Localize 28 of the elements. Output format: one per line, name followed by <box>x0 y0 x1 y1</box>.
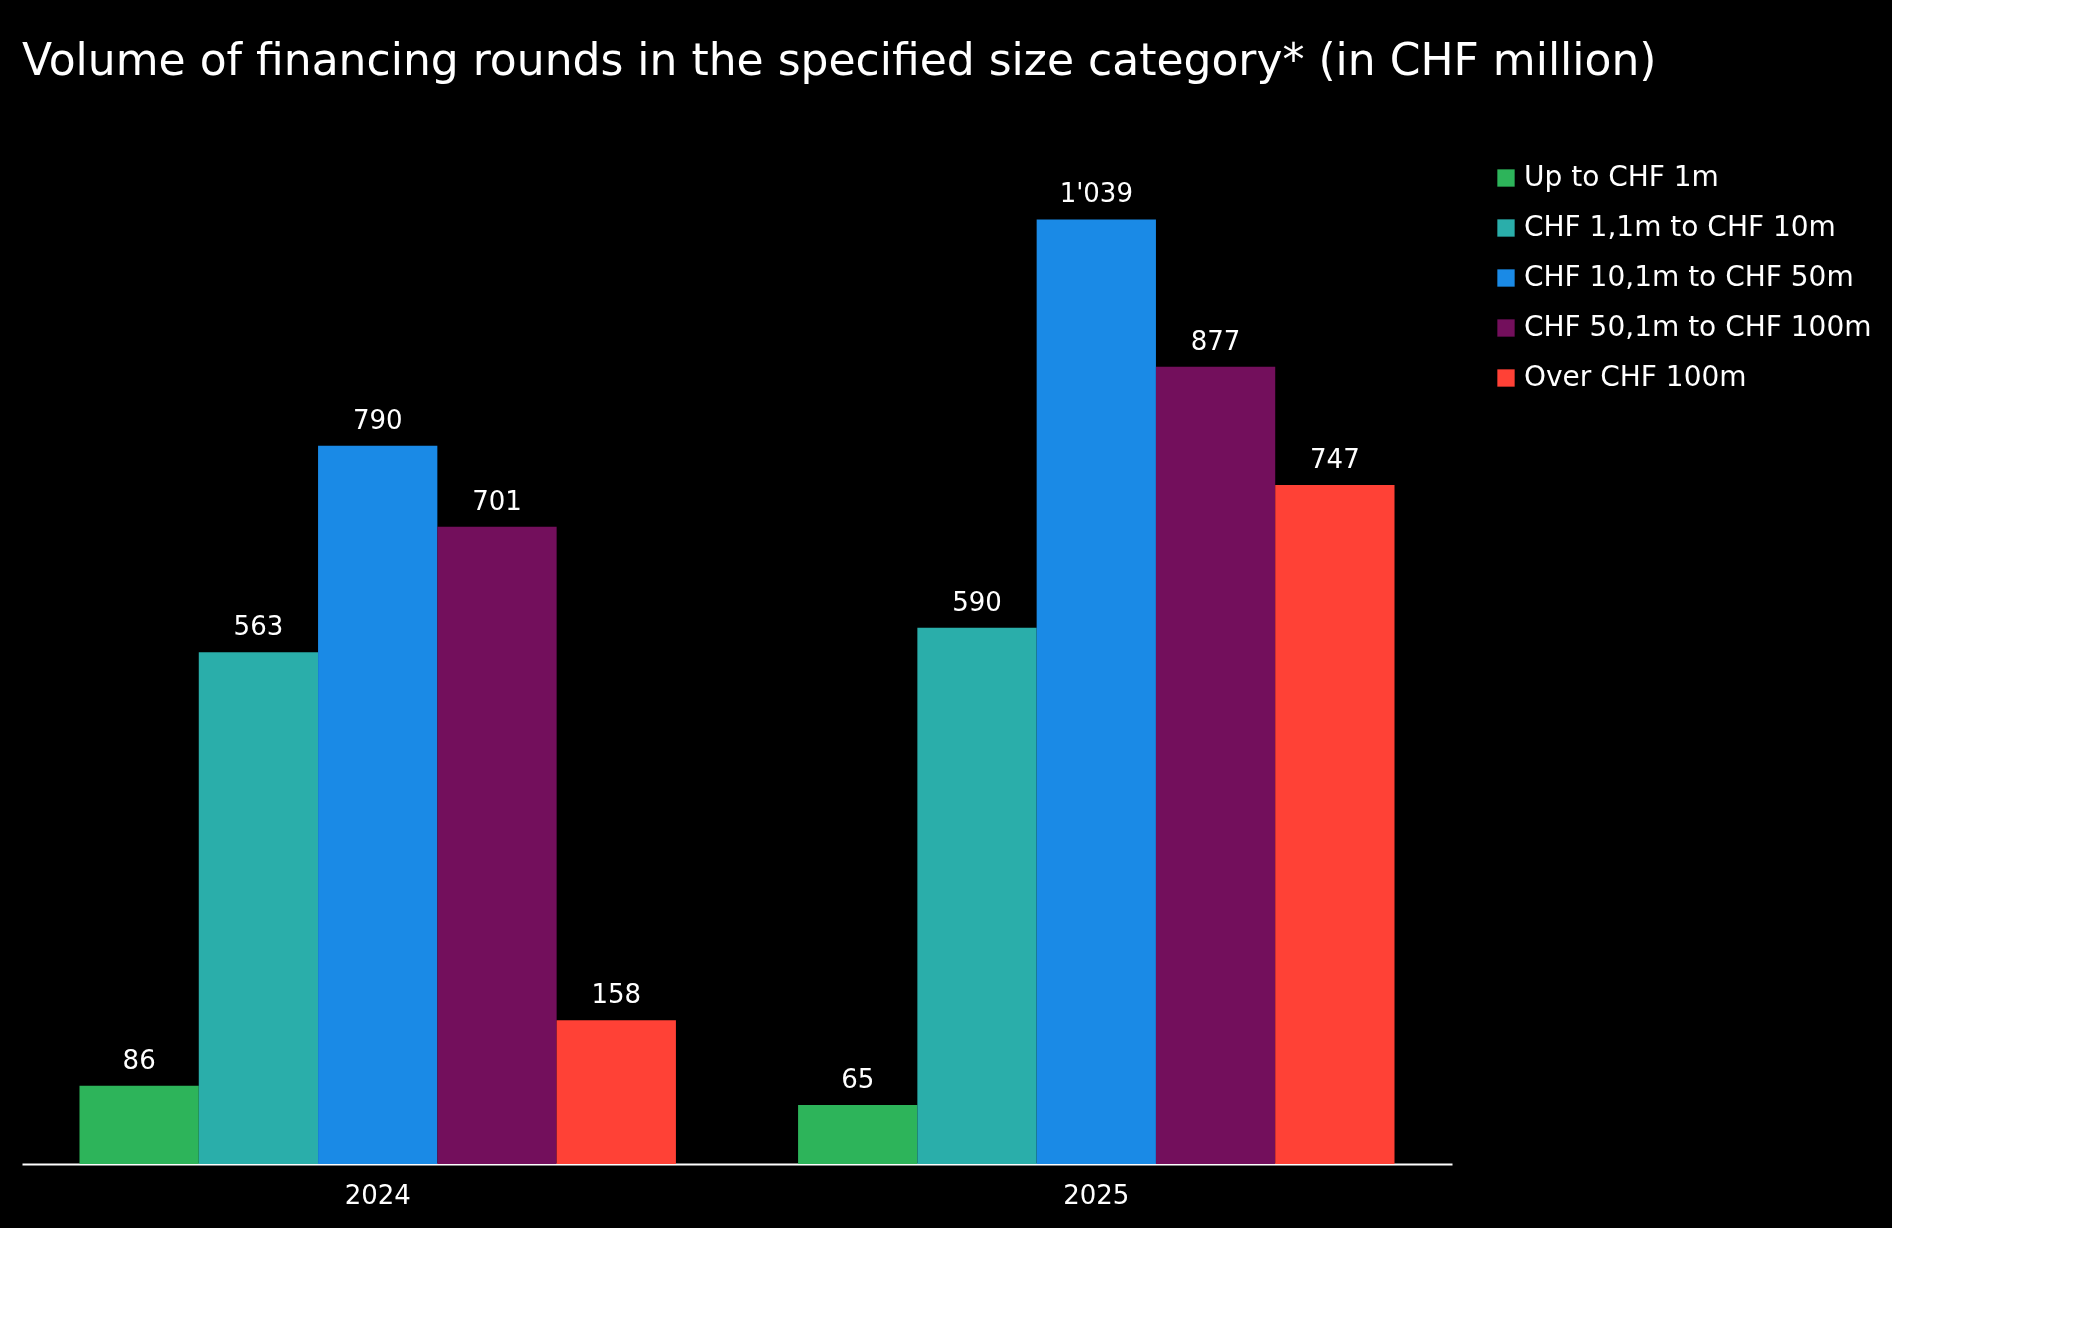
data-label: 701 <box>472 485 522 516</box>
legend-label: Up to CHF 1m <box>1524 160 1719 193</box>
bar <box>1036 219 1156 1164</box>
bar <box>917 627 1037 1164</box>
bar <box>1275 484 1395 1164</box>
data-label: 158 <box>591 979 642 1010</box>
x-tick-label: 2025 <box>1063 1179 1130 1210</box>
bar <box>556 1020 676 1164</box>
data-label: 86 <box>122 1044 156 1075</box>
data-label: 877 <box>1190 325 1241 356</box>
legend-label: CHF 10,1m to CHF 50m <box>1524 260 1854 293</box>
chart-title: Volume of financing rounds in the specified size category* (in CHF million) <box>22 34 1657 85</box>
legend-label: CHF 50,1m to CHF 100m <box>1524 310 1872 343</box>
legend-label: Over CHF 100m <box>1524 360 1747 393</box>
data-label: 590 <box>952 586 1002 617</box>
bar <box>1155 366 1276 1164</box>
legend-label: CHF 1,1m to CHF 10m <box>1524 210 1836 243</box>
bar <box>798 1104 918 1164</box>
data-label: 1'039 <box>1059 178 1133 209</box>
bar <box>318 445 438 1164</box>
bar <box>437 526 557 1164</box>
bar <box>79 1085 199 1164</box>
data-label: 65 <box>841 1063 875 1094</box>
data-label: 563 <box>233 611 284 642</box>
x-tick-label: 2024 <box>344 1179 411 1210</box>
bar <box>198 652 319 1164</box>
data-label: 790 <box>352 404 403 435</box>
data-label: 747 <box>1310 443 1360 474</box>
